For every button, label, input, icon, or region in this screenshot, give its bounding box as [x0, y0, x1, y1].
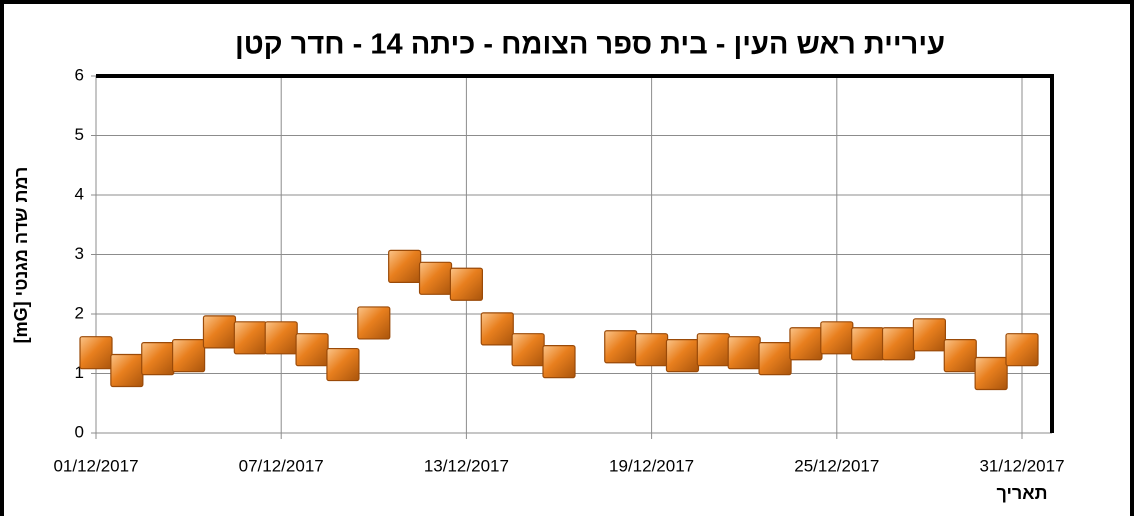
- marker: [418, 261, 453, 295]
- marker: [851, 327, 885, 361]
- marker: [110, 353, 144, 388]
- marker: [881, 327, 916, 361]
- marker: [233, 321, 267, 355]
- marker: [1005, 333, 1039, 367]
- marker: [604, 330, 638, 364]
- marker: [758, 342, 792, 376]
- marker: [295, 333, 329, 367]
- marker: [634, 333, 669, 367]
- marker: [542, 345, 576, 379]
- marker: [326, 347, 360, 382]
- marker: [912, 318, 947, 352]
- x-tick-label: 13/12/2017: [424, 456, 509, 475]
- marker: [79, 336, 113, 370]
- x-tick-label: 25/12/2017: [794, 456, 879, 475]
- marker: [974, 356, 1008, 391]
- y-tick-label: 4: [75, 184, 84, 203]
- marker: [943, 339, 977, 373]
- y-tick-label: 0: [75, 422, 84, 441]
- marker: [264, 321, 298, 355]
- marker: [789, 327, 823, 361]
- marker: [172, 339, 206, 373]
- marker: [449, 267, 483, 301]
- marker: [820, 321, 854, 355]
- y-tick-label: 3: [75, 244, 84, 263]
- y-axis-label: רמת שדה מגנטי [mG]: [11, 167, 31, 344]
- y-tick-label: 1: [75, 363, 84, 382]
- marker: [480, 312, 514, 346]
- marker: [665, 339, 700, 373]
- x-tick-label: 07/12/2017: [239, 456, 324, 475]
- x-tick-label: 19/12/2017: [609, 456, 694, 475]
- marker: [141, 342, 175, 376]
- y-tick-label: 6: [75, 65, 84, 84]
- x-axis-label: תאריך: [996, 483, 1047, 503]
- marker: [727, 336, 761, 370]
- marker: [357, 306, 391, 340]
- marker: [388, 249, 422, 283]
- marker: [511, 333, 545, 367]
- x-tick-label: 01/12/2017: [53, 456, 138, 475]
- y-tick-label: 2: [75, 303, 84, 322]
- y-tick-label: 5: [75, 125, 84, 144]
- plot-border: [96, 74, 1054, 433]
- marker: [696, 333, 730, 367]
- marker: [202, 315, 237, 349]
- x-tick-label: 31/12/2017: [979, 456, 1064, 475]
- chart-title: עיריית ראש העין - בית ספר הצומח - כיתה 1…: [235, 29, 945, 61]
